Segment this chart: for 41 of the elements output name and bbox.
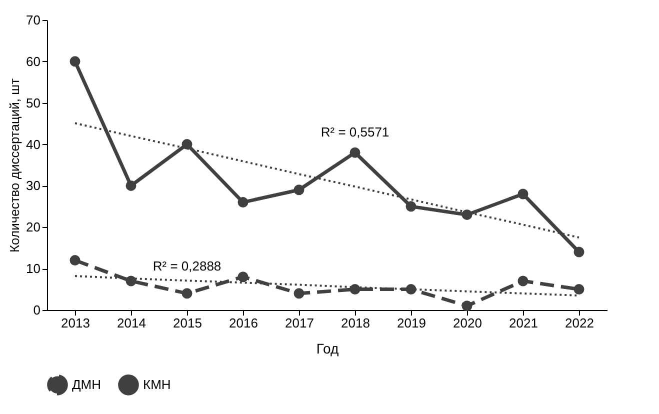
y-axis-title: Количество диссертаций, шт xyxy=(7,78,22,253)
x-tick-label: 2020 xyxy=(453,316,482,330)
y-tick-label: 70 xyxy=(26,12,40,28)
x-tick-label: 2022 xyxy=(565,316,594,330)
y-tick-label: 10 xyxy=(26,261,40,276)
y-tick-label: 50 xyxy=(26,95,40,110)
x-axis-title: Год xyxy=(316,340,339,356)
legend-label: ДМН xyxy=(72,376,102,392)
point xyxy=(462,300,472,312)
annotation: R² = 0,5571 xyxy=(320,124,390,140)
point xyxy=(518,188,528,200)
x-tick-label: 2019 xyxy=(397,316,426,330)
point xyxy=(350,147,360,158)
point xyxy=(182,288,192,299)
x-tick-label: 2016 xyxy=(229,316,258,330)
x-tick-label: 2014 xyxy=(117,316,146,330)
x-tick-label: 2017 xyxy=(285,316,314,330)
y-tick-label: 20 xyxy=(26,220,40,235)
point xyxy=(70,56,80,67)
point xyxy=(238,197,248,208)
y-tick-label: 0 xyxy=(33,302,40,318)
point xyxy=(574,246,584,258)
x-tick-label: 2018 xyxy=(341,316,370,330)
point xyxy=(182,139,192,150)
y-tick-label: 40 xyxy=(26,136,40,152)
point xyxy=(294,184,304,196)
point xyxy=(518,276,528,286)
x-tick-label: 2021 xyxy=(509,316,538,330)
point xyxy=(406,201,416,212)
annotation: R² = 0,2888 xyxy=(152,258,222,274)
point xyxy=(126,180,136,191)
point xyxy=(294,288,304,299)
legend-label: КМН xyxy=(143,376,171,392)
y-tick-label: 60 xyxy=(26,54,40,69)
y-tick-label: 30 xyxy=(26,178,40,194)
point xyxy=(70,255,80,266)
point xyxy=(350,284,360,295)
point xyxy=(238,272,248,282)
x-tick-label: 2015 xyxy=(173,316,202,330)
point xyxy=(574,284,584,295)
x-tick-label: 2013 xyxy=(61,316,90,330)
